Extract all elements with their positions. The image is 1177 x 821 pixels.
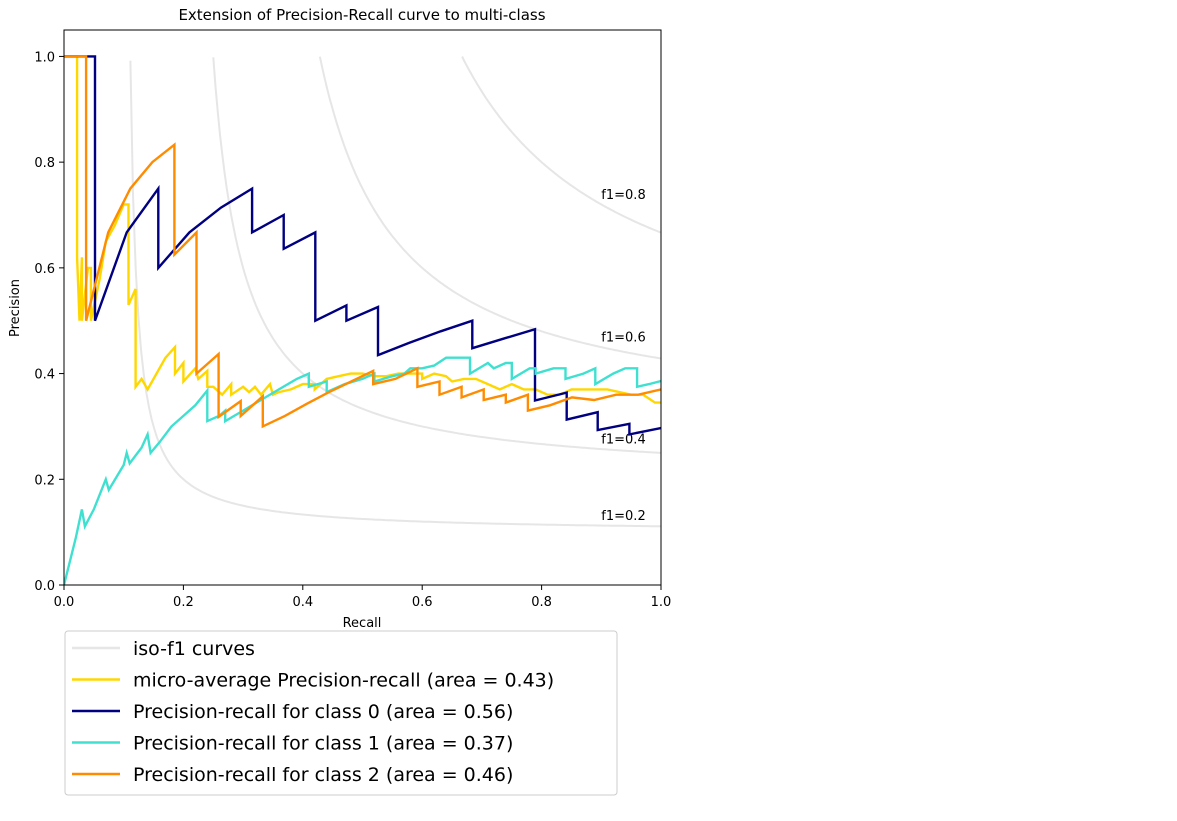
legend-label: Precision-recall for class 2 (area = 0.4… [133, 764, 513, 786]
legend-label: iso-f1 curves [133, 638, 255, 660]
x-tick-label: 0.0 [54, 595, 75, 610]
y-tick-label: 0.6 [34, 262, 55, 277]
legend-label: Precision-recall for class 1 (area = 0.3… [133, 733, 513, 755]
iso-f1-curve [212, 57, 661, 454]
x-tick-label: 0.6 [412, 595, 433, 610]
x-tick-label: 0.2 [173, 595, 194, 610]
iso-f1-label: f1=0.2 [601, 509, 645, 524]
iso-f1-label: f1=0.4 [601, 433, 645, 448]
y-tick-label: 0.2 [34, 473, 55, 488]
iso-f1-curve [129, 60, 661, 528]
iso-f1-curves [129, 56, 661, 528]
x-tick-label: 0.4 [292, 595, 313, 610]
legend-frame [64, 630, 618, 796]
plot-area: f1=0.2 f1=0.4 f1=0.6 f1=0.8 [63, 29, 662, 586]
series-line [64, 55, 661, 404]
x-axis: 0.0 0.2 0.4 0.6 0.8 1.0 [54, 585, 672, 610]
iso-f1-label: f1=0.6 [601, 331, 645, 346]
x-axis-label: Recall [343, 616, 382, 631]
series-line [64, 55, 661, 429]
iso-f1-labels: f1=0.2 f1=0.4 f1=0.6 f1=0.8 [601, 188, 645, 524]
x-tick-label: 0.8 [531, 595, 552, 610]
legend-entries: iso-f1 curves micro-average Precision-rec… [72, 638, 554, 786]
legend: iso-f1 curves micro-average Precision-rec… [64, 630, 618, 796]
series-line [64, 55, 661, 436]
y-tick-label: 0.0 [34, 579, 55, 594]
legend-label: micro-average Precision-recall (area = 0… [133, 670, 554, 692]
y-tick-label: 0.8 [34, 156, 55, 171]
series-line [64, 356, 661, 585]
plot-frame [63, 29, 662, 586]
x-tick-label: 1.0 [651, 595, 672, 610]
iso-f1-label: f1=0.8 [601, 188, 645, 203]
y-axis-label: Precision [8, 279, 23, 337]
iso-f1-curve [461, 56, 661, 234]
y-axis: 0.0 0.2 0.4 0.6 0.8 1.0 [34, 50, 64, 594]
y-tick-label: 0.4 [34, 368, 55, 383]
iso-f1-curve [318, 56, 661, 360]
series-lines [64, 55, 661, 585]
y-tick-label: 1.0 [34, 50, 55, 65]
legend-label: Precision-recall for class 0 (area = 0.5… [133, 701, 513, 723]
chart-title: Extension of Precision-Recall curve to m… [178, 6, 545, 24]
